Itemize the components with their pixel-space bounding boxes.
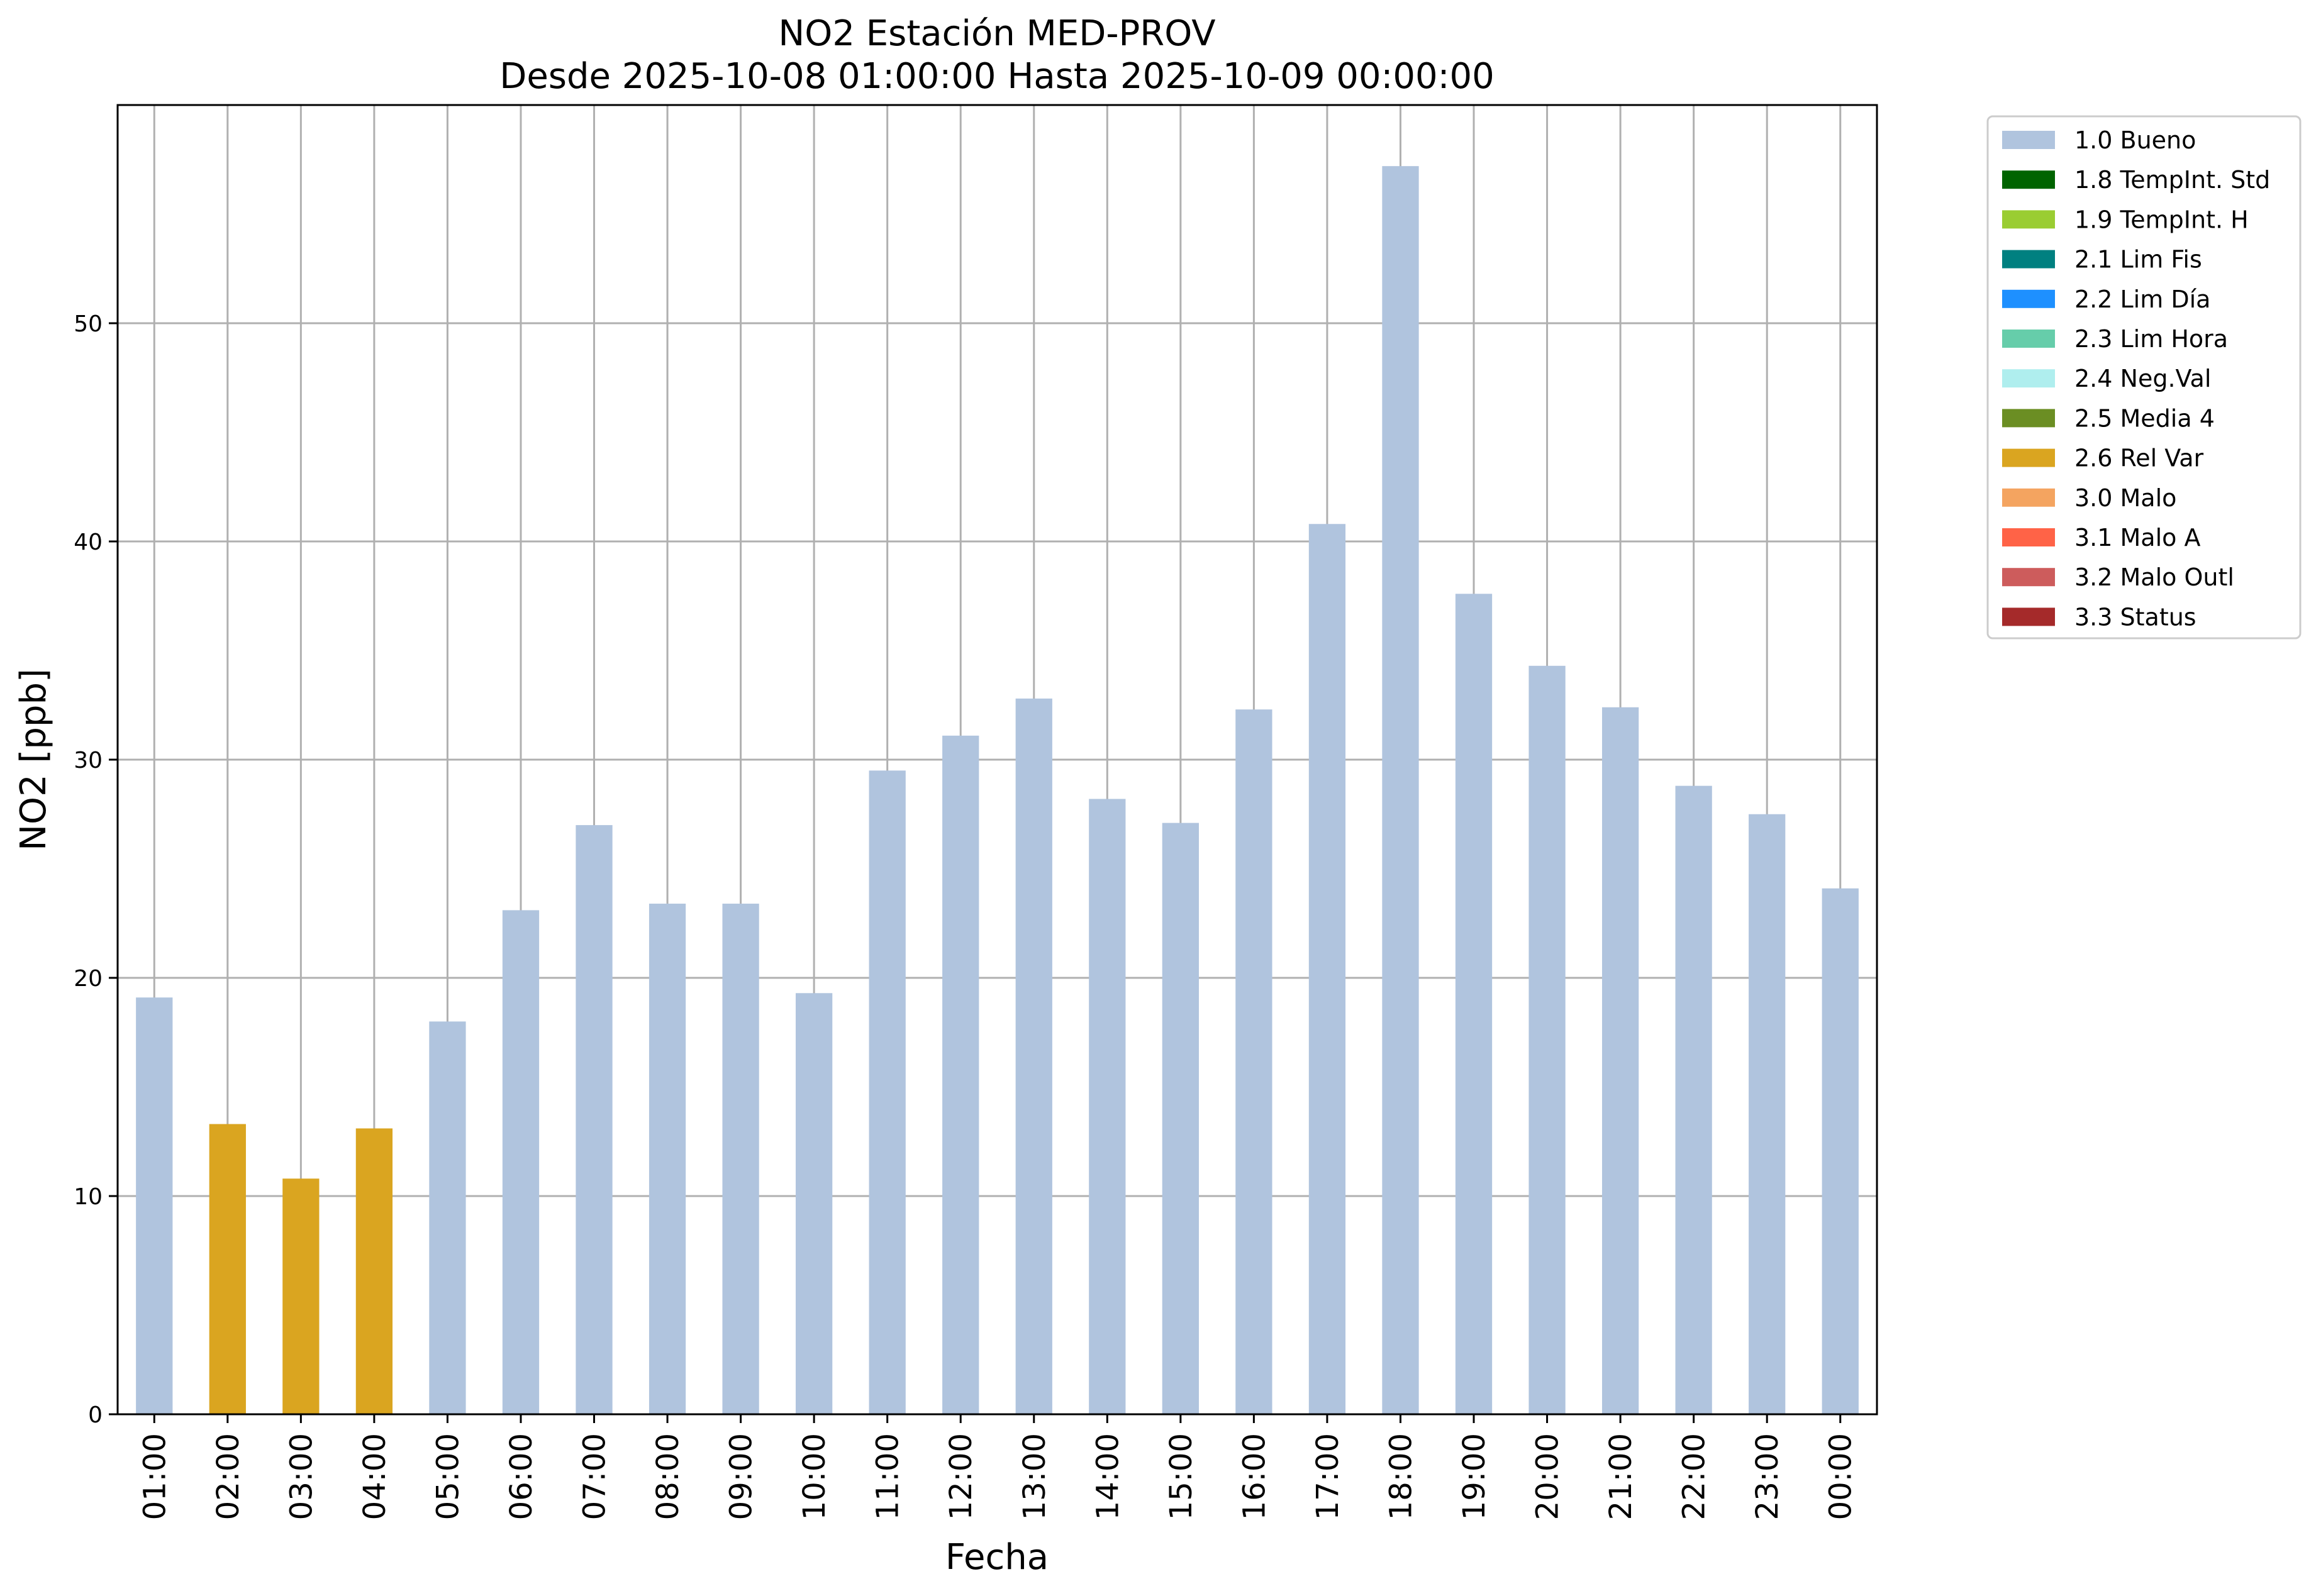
bar-21:00 (1601, 707, 1639, 1414)
bars (136, 166, 1859, 1414)
bar-00:00 (1822, 888, 1859, 1414)
x-tick-label: 08:00 (650, 1433, 686, 1520)
legend-swatch (2002, 250, 2055, 269)
legend-label: 2.5 Media 4 (2074, 404, 2215, 432)
legend-swatch (2002, 488, 2055, 507)
x-tick-label: 10:00 (797, 1433, 832, 1520)
x-tick-label: 16:00 (1237, 1433, 1272, 1520)
x-tick-label: 15:00 (1164, 1433, 1199, 1520)
bar-15:00 (1162, 823, 1199, 1414)
x-tick-label: 12:00 (944, 1433, 979, 1520)
bar-05:00 (429, 1021, 466, 1414)
legend-label: 3.0 Malo (2074, 484, 2176, 512)
x-axis-label: Fecha (945, 1537, 1049, 1578)
legend-swatch (2002, 568, 2055, 587)
x-tick-label: 06:00 (504, 1433, 539, 1520)
y-tick-label: 20 (74, 966, 103, 992)
legend-swatch (2002, 210, 2055, 229)
legend-swatch (2002, 330, 2055, 348)
x-tick-label: 14:00 (1090, 1433, 1125, 1520)
bar-14:00 (1089, 799, 1126, 1414)
bar-19:00 (1455, 594, 1493, 1414)
x-tick-label: 01:00 (137, 1433, 172, 1520)
legend-label: 3.2 Malo Outl (2074, 563, 2234, 591)
bar-22:00 (1675, 785, 1712, 1414)
axis-ticks: 0 10 20 30 40 50 01:00 02:00 03:00 04:00 05:00 06:0… (74, 311, 1859, 1520)
x-tick-label: 18:00 (1383, 1433, 1418, 1520)
legend-swatch (2002, 170, 2055, 189)
x-tick-label: 07:00 (577, 1433, 613, 1520)
bar-10:00 (796, 993, 833, 1414)
x-tick-label: 23:00 (1750, 1433, 1785, 1520)
x-tick-label: 03:00 (284, 1433, 319, 1520)
x-tick-label: 02:00 (211, 1433, 246, 1520)
legend-label: 1.0 Bueno (2074, 126, 2196, 154)
bar-23:00 (1749, 814, 1786, 1414)
y-tick-label: 40 (74, 529, 103, 555)
legend-label: 2.3 Lim Hora (2074, 325, 2228, 353)
x-tick-label: 05:00 (430, 1433, 465, 1520)
x-tick-label: 22:00 (1677, 1433, 1712, 1520)
bar-09:00 (722, 904, 759, 1414)
x-tick-label: 13:00 (1017, 1433, 1052, 1520)
y-tick-label: 0 (88, 1402, 103, 1428)
legend-swatch (2002, 409, 2055, 428)
legend-label: 3.1 Malo A (2074, 524, 2200, 551)
legend-label: 2.1 Lim Fis (2074, 246, 2202, 274)
bar-13:00 (1015, 698, 1052, 1414)
bar-03:00 (282, 1178, 320, 1414)
x-tick-label: 04:00 (357, 1433, 392, 1520)
chart-subtitle: Desde 2025-10-08 01:00:00 Hasta 2025-10-… (499, 56, 1495, 97)
legend-label: 1.9 TempInt. H (2074, 206, 2249, 233)
legend-items: 1.0 Bueno 1.8 TempInt. Std 1.9 TempInt. H 2… (2002, 126, 2270, 631)
y-tick-label: 50 (74, 311, 103, 337)
y-axis-label: NO2 [ppb] (13, 668, 54, 851)
x-tick-label: 11:00 (871, 1433, 906, 1520)
legend-label: 3.3 Status (2074, 603, 2196, 631)
bar-04:00 (355, 1128, 393, 1414)
bar-17:00 (1308, 524, 1346, 1414)
x-tick-label: 17:00 (1310, 1433, 1345, 1520)
bar-08:00 (649, 904, 686, 1414)
legend-swatch (2002, 131, 2055, 149)
legend-frame (1986, 115, 2302, 640)
bar-07:00 (576, 825, 613, 1414)
legend-label: 2.2 Lim Día (2074, 285, 2210, 313)
legend-swatch (2002, 369, 2055, 388)
legend-swatch (2002, 289, 2055, 308)
legend-label: 2.4 Neg.Val (2074, 365, 2211, 392)
y-tick-label: 10 (74, 1184, 103, 1210)
bar-01:00 (136, 997, 173, 1414)
legend-label: 1.8 TempInt. Std (2074, 166, 2270, 194)
x-tick-label: 09:00 (724, 1433, 759, 1520)
x-tick-label: 21:00 (1603, 1433, 1639, 1520)
chart-title: NO2 Estación MED-PROV (778, 13, 1215, 54)
legend-swatch (2002, 448, 2055, 467)
y-tick-label: 30 (74, 748, 103, 773)
legend-label: 2.6 Rel Var (2074, 445, 2204, 472)
x-tick-label: 00:00 (1823, 1433, 1859, 1520)
bar-12:00 (942, 735, 979, 1414)
legend-swatch (2002, 607, 2055, 626)
legend-swatch (2002, 528, 2055, 546)
x-tick-label: 20:00 (1530, 1433, 1566, 1520)
bar-16:00 (1235, 709, 1272, 1414)
legend: 1.0 Bueno 1.8 TempInt. Std 1.9 TempInt. H 2… (1986, 115, 2302, 640)
bar-18:00 (1382, 166, 1419, 1414)
bar-06:00 (502, 910, 540, 1414)
x-tick-label: 19:00 (1457, 1433, 1492, 1520)
bar-11:00 (869, 770, 906, 1414)
bar-20:00 (1528, 665, 1566, 1414)
bar-02:00 (209, 1124, 246, 1414)
